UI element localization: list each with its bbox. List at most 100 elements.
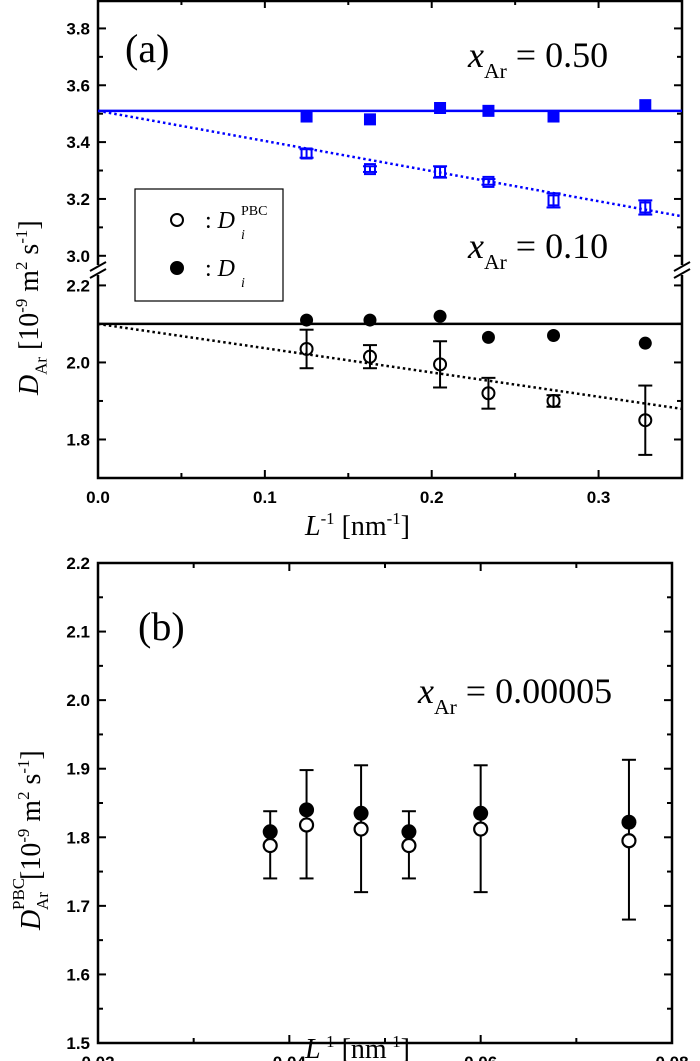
legend-label-part: : [205, 256, 218, 282]
open-circle-marker [353, 821, 369, 837]
filled-square-marker [547, 110, 560, 123]
open-square-marker [547, 194, 560, 207]
open-circle-marker [362, 349, 377, 364]
legend-label-part: D [217, 256, 235, 282]
legend-marker-filled-circle [170, 261, 184, 275]
y-axis-label-a-part: ] [14, 220, 45, 229]
plot-frame-a [96, 0, 684, 480]
axis-break-mark [89, 261, 107, 272]
y-axis-label-b: D [16, 910, 47, 931]
open-square-marker [639, 201, 652, 214]
open-circle-marker [546, 393, 561, 408]
filled-circle-marker [299, 802, 315, 818]
y-axis-label-a-part: -9 [12, 299, 31, 313]
y-axis-label-a-part: 2 [12, 262, 31, 270]
y-tick-label: 3.6 [66, 76, 90, 95]
filled-circle-marker [363, 313, 377, 327]
x-tick-label: 0.0 [86, 488, 110, 507]
x-axis-label-b-part: -1 [387, 1032, 401, 1051]
open-circle-marker [481, 386, 496, 401]
x-axis-label-a-part: ] [401, 511, 410, 542]
annotation-x-ar-part: = 0.10 [507, 226, 608, 266]
open-circle-marker [298, 817, 315, 833]
y-axis-label-a-part: D [14, 375, 45, 396]
filled-square-marker [300, 110, 313, 123]
x-axis-label-b-part: L [304, 1034, 321, 1061]
annotation-x-ar-part: x [417, 671, 434, 711]
y-axis-label-b-unit-part: [10 [16, 843, 47, 880]
axis-break-mark [673, 268, 691, 279]
legend-label-sub: i [241, 276, 245, 291]
filled-square-marker [363, 113, 376, 126]
y-tick-label: 1.8 [66, 430, 90, 449]
x-tick-label: 0.02 [81, 1053, 114, 1061]
annotation-x-ar: xAr = 0.10 [467, 226, 608, 274]
open-square-marker [434, 165, 447, 178]
filled-circle-marker [300, 313, 314, 327]
open-circle-marker [433, 357, 448, 372]
y-axis-label-a-part: m [14, 270, 45, 299]
y-tick-label: 2.0 [66, 353, 90, 372]
x-tick-label: 0.08 [655, 1053, 688, 1061]
legend-label-sub: i [241, 228, 245, 243]
panel-label-b: (b) [138, 604, 185, 649]
panel-label-a: (a) [125, 26, 169, 71]
open-circle-marker [299, 341, 314, 356]
y-tick-label: 2.0 [66, 691, 90, 710]
y-tick-label: 2.2 [66, 276, 90, 295]
open-square-marker [482, 175, 495, 188]
legend-label-sub-part: i [241, 228, 245, 243]
legend-box [134, 188, 284, 302]
filled-circle-marker [473, 805, 489, 821]
legend-label: : D [205, 256, 235, 282]
x-axis-label-b-part: [nm [335, 1034, 387, 1061]
y-tick-label: 1.8 [66, 828, 90, 847]
annotation-x-ar-part: = 0.00005 [457, 671, 612, 711]
y-axis-label-b-unit-part: -1 [14, 760, 33, 774]
filled-circle-marker [353, 805, 369, 821]
y-axis-label-b-unit-part: -9 [14, 829, 33, 843]
annotation-x-ar-part: Ar [484, 250, 507, 274]
filled-circle-marker [621, 814, 637, 830]
y-tick-label: 2.2 [66, 554, 90, 573]
x-axis-label-a: L-1 [nm-1] [304, 509, 410, 542]
legend-label-sup-part: PBC [241, 204, 267, 219]
open-square-marker [363, 163, 376, 176]
x-axis-label-b: L-1 [nm-1] [304, 1032, 410, 1061]
x-axis-label-b-part: ] [401, 1034, 410, 1061]
open-circle-marker [401, 837, 417, 854]
legend-label-part: D [217, 208, 235, 234]
y-tick-label: 1.7 [66, 897, 90, 916]
x-axis-label-a-part: -1 [387, 509, 401, 528]
filled-circle-marker [262, 824, 278, 840]
filled-square-marker [434, 102, 447, 114]
filled-circle-marker [433, 309, 447, 323]
filled-circle-marker [547, 328, 561, 342]
y-axis-label-a-part: [10 [14, 313, 45, 357]
fit-line-D-i-PBC [97, 322, 683, 411]
y-axis-label-b-part: D [16, 910, 47, 931]
legend-label-sub-part: i [241, 276, 245, 291]
axis-break-gap [92, 265, 104, 275]
filled-circle-marker [481, 330, 495, 344]
annotation-x-ar-part: x [467, 226, 484, 266]
axis-break-mark [673, 261, 691, 272]
y-axis-label-b-unit: [10-9 m2 s-1] [14, 750, 47, 880]
x-axis-label-a-part: L [304, 511, 321, 542]
axis-break-mark [89, 268, 107, 279]
axis-break-gap [676, 265, 688, 275]
annotation-x-ar-part: Ar [484, 59, 507, 83]
x-tick-label: 0.2 [420, 488, 444, 507]
open-square-marker [300, 147, 313, 160]
legend-label-part: : [205, 208, 218, 234]
open-circle-marker [473, 821, 489, 837]
y-tick-label: 3.2 [66, 190, 90, 209]
legend-marker-open-circle [170, 213, 184, 227]
y-axis-label-a-part: Ar [31, 357, 50, 375]
filled-square-marker [639, 99, 652, 112]
y-tick-label: 1.6 [66, 965, 90, 984]
annotation-x-ar-part: Ar [434, 695, 457, 719]
y-axis-label-b-sub-part: Ar [33, 892, 52, 910]
filled-square-marker [482, 104, 495, 117]
